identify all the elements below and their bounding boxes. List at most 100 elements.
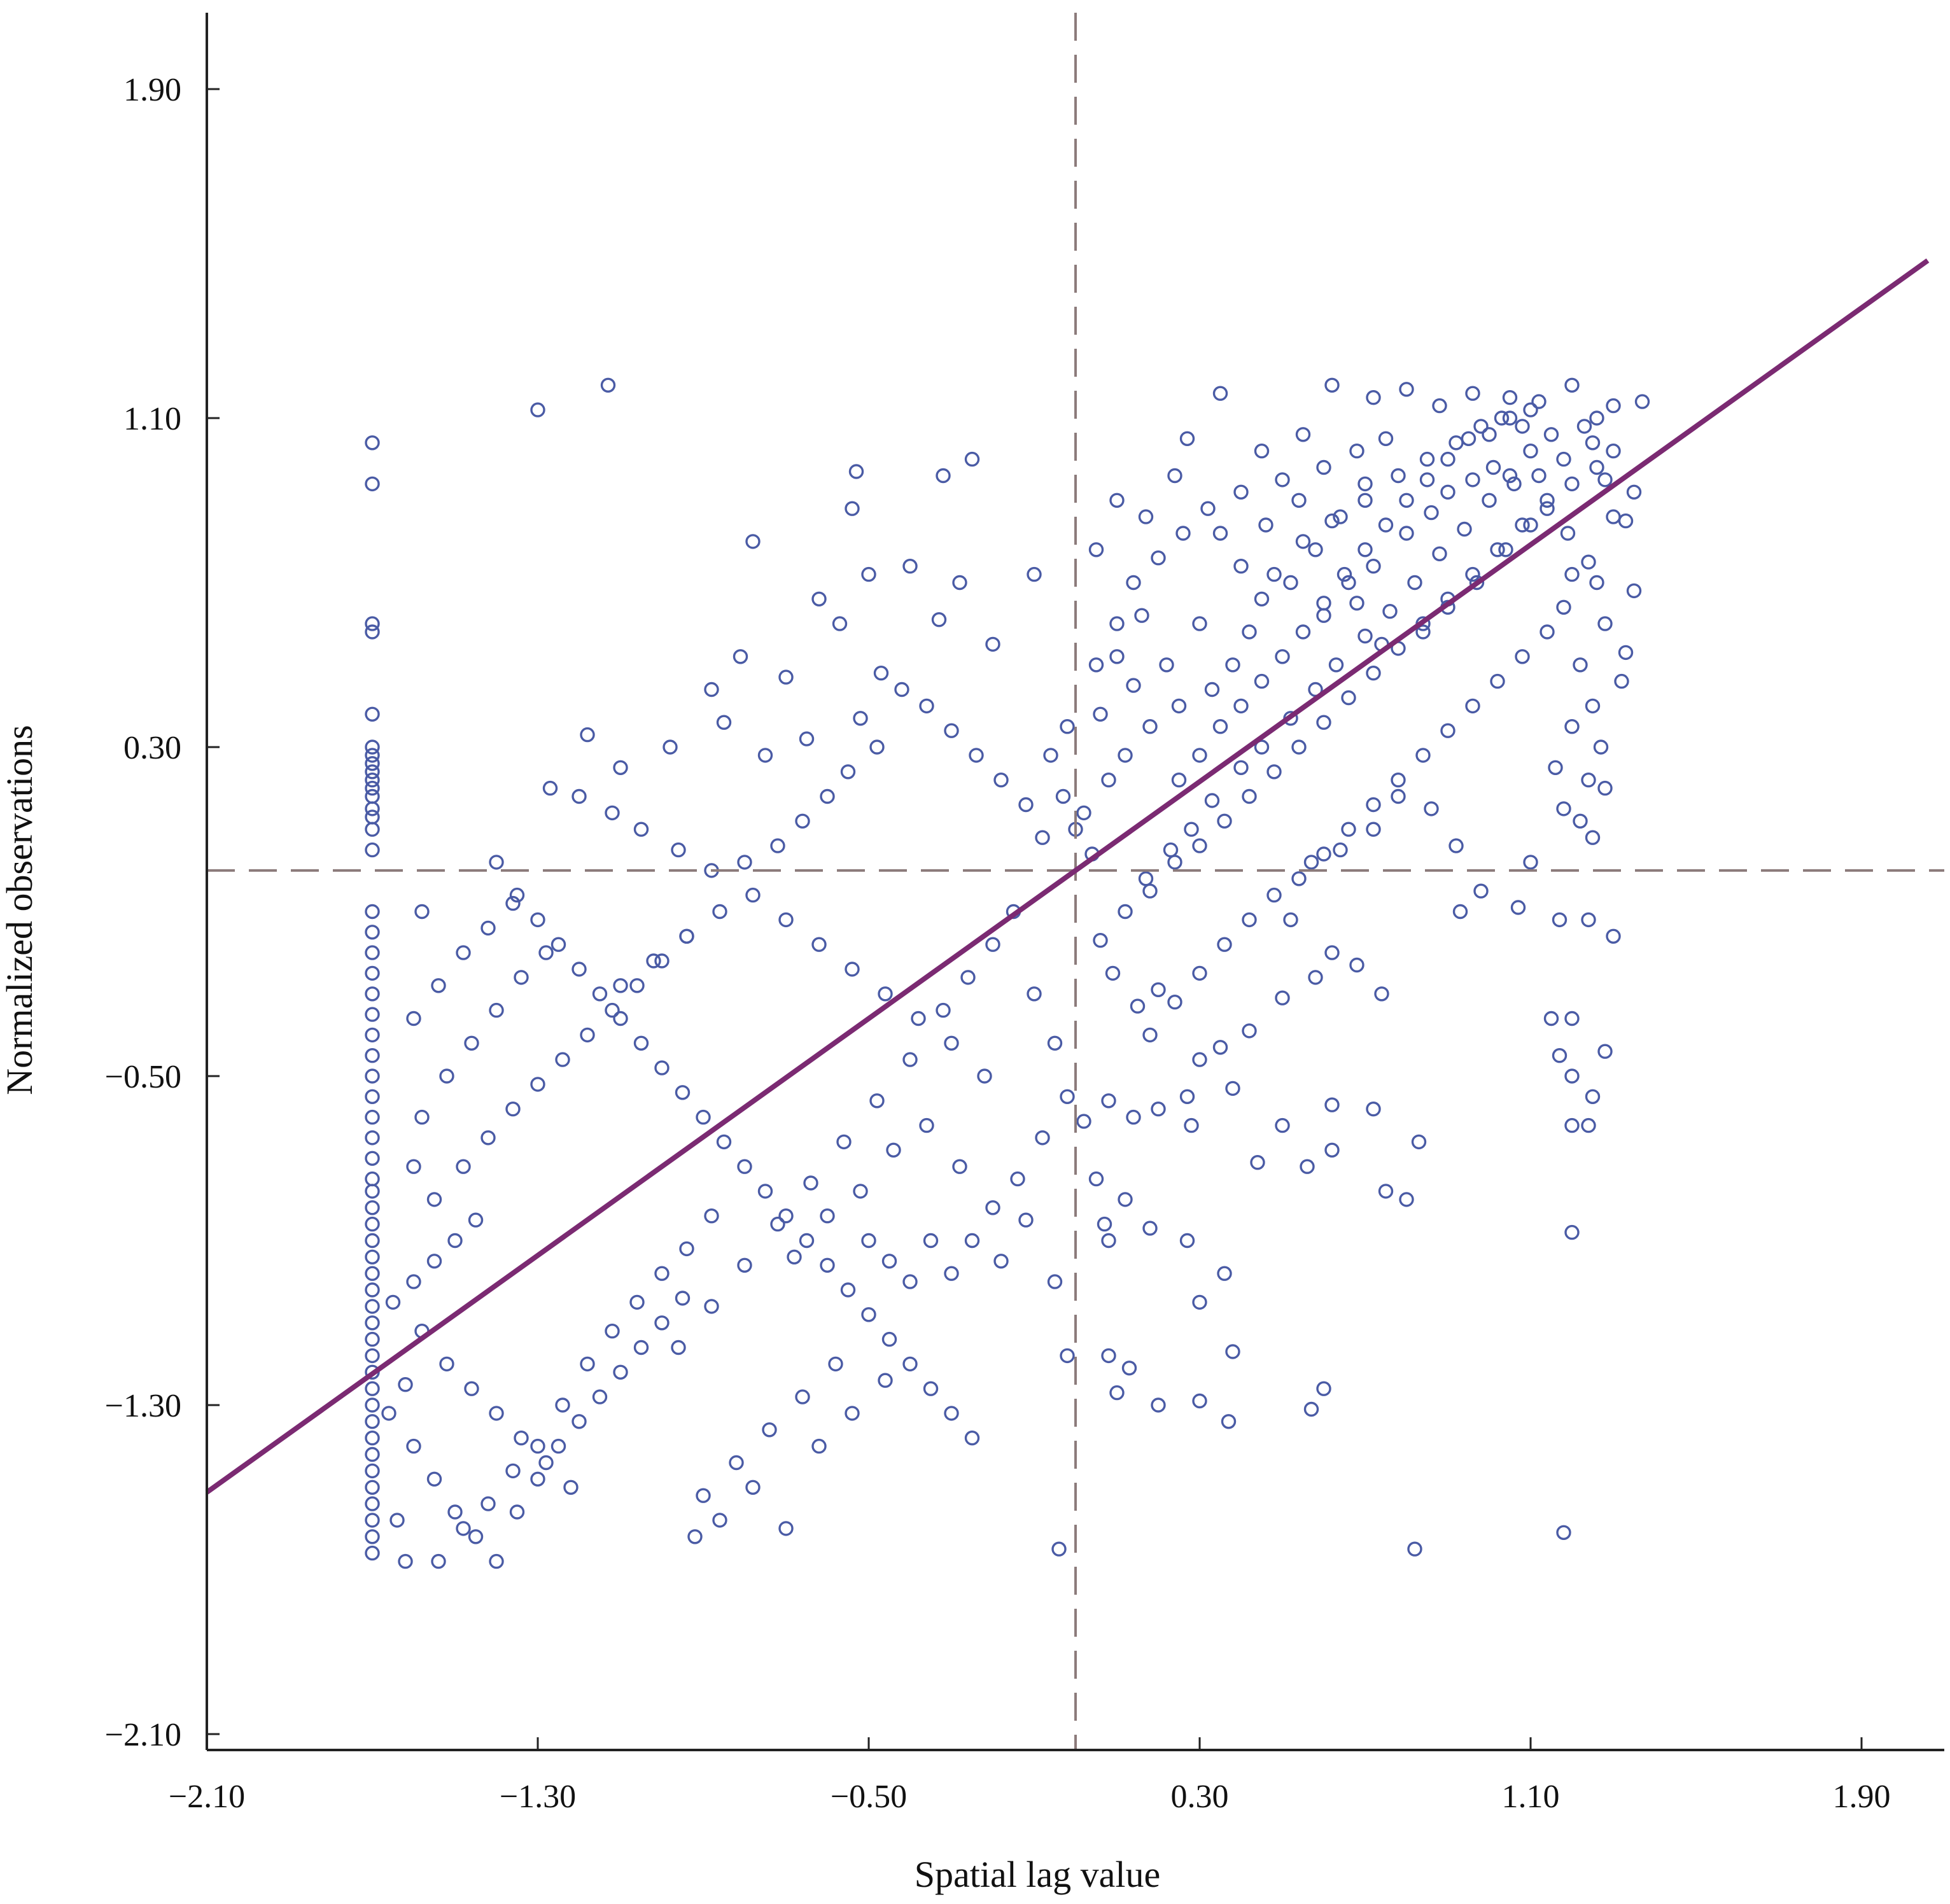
data-point [1502,410,1518,426]
data-point [1018,797,1034,813]
data-point [538,945,554,960]
data-point [1333,842,1348,858]
data-point [580,727,595,743]
data-point [1415,748,1431,763]
data-point [861,566,876,582]
data-point [1399,526,1414,541]
data-point [1175,526,1191,541]
data-point [1366,822,1381,837]
data-point [365,1414,380,1429]
data-point [1060,1348,1075,1364]
data-point [1316,846,1331,862]
data-point [456,1159,471,1174]
data-point [1523,855,1538,870]
data-point [919,698,934,714]
y-tick-label: 1.90 [123,72,181,108]
data-point [605,805,620,821]
data-point [1047,1274,1063,1289]
data-point [881,1254,897,1269]
data-point [1233,760,1249,776]
data-point [787,1249,802,1265]
data-point [811,937,827,952]
data-point [1606,928,1621,944]
data-point [365,1184,380,1199]
y-tick-label: −1.30 [105,1388,181,1424]
data-point [1378,431,1394,446]
data-point [1581,554,1596,570]
data-point [365,1446,380,1462]
data-point [580,1027,595,1043]
data-point [853,711,868,726]
data-point [530,1471,545,1487]
data-point [704,1208,719,1224]
data-point [1291,493,1307,508]
data-point [770,838,785,853]
data-point [1556,599,1571,615]
data-point [671,1340,686,1355]
data-point [861,1233,876,1249]
data-point [365,1348,380,1364]
data-point [1109,616,1125,631]
data-point [365,822,380,837]
data-point [505,1101,521,1117]
data-point [737,1257,752,1273]
data-point [878,1373,893,1388]
data-point [365,1496,380,1511]
data-point [613,760,628,776]
data-point [509,1504,525,1520]
data-point [1126,575,1141,591]
data-point [365,1068,380,1084]
data-point [1328,657,1344,673]
data-point [737,1159,752,1174]
data-point [820,788,835,804]
data-point [964,451,980,467]
data-point [1275,472,1290,487]
data-point [1142,718,1158,734]
data-point [977,1068,992,1084]
data-point [675,1291,691,1306]
data-point [1465,566,1480,582]
data-point [389,1513,405,1528]
data-point [1275,1117,1290,1133]
data-point [406,1438,421,1454]
data-point [1490,542,1505,557]
data-point [1473,419,1489,434]
data-point [365,435,380,451]
data-point [1254,739,1270,755]
data-point [770,1216,785,1232]
data-point [365,616,380,631]
data-point [1316,608,1331,623]
data-point [1221,1414,1237,1429]
data-point [952,1159,967,1174]
data-point [1060,1089,1075,1105]
data-point [1391,788,1406,804]
data-point [365,1463,380,1479]
data-point [1225,657,1240,673]
data-point [1378,517,1394,533]
data-point [1452,904,1468,920]
data-point [365,780,380,796]
data-point [931,612,947,627]
data-point [1457,521,1472,537]
data-point [365,756,380,771]
data-point [514,1430,529,1446]
data-point [1088,1171,1104,1187]
data-point [1482,493,1497,508]
data-point [365,1282,380,1298]
data-point [1167,994,1182,1010]
data-point [1341,575,1356,591]
data-point [426,1471,442,1487]
data-point [1523,444,1538,459]
data-point [881,1331,897,1347]
data-point [530,1077,545,1092]
data-point [1540,493,1555,508]
data-point [1109,493,1125,508]
data-point [1097,1216,1112,1232]
data-point [716,715,732,730]
data-point [1626,583,1642,599]
data-point [1399,382,1414,397]
data-point [1324,1097,1340,1112]
data-point [1184,822,1199,837]
data-point [1324,945,1340,960]
data-point [505,895,521,911]
